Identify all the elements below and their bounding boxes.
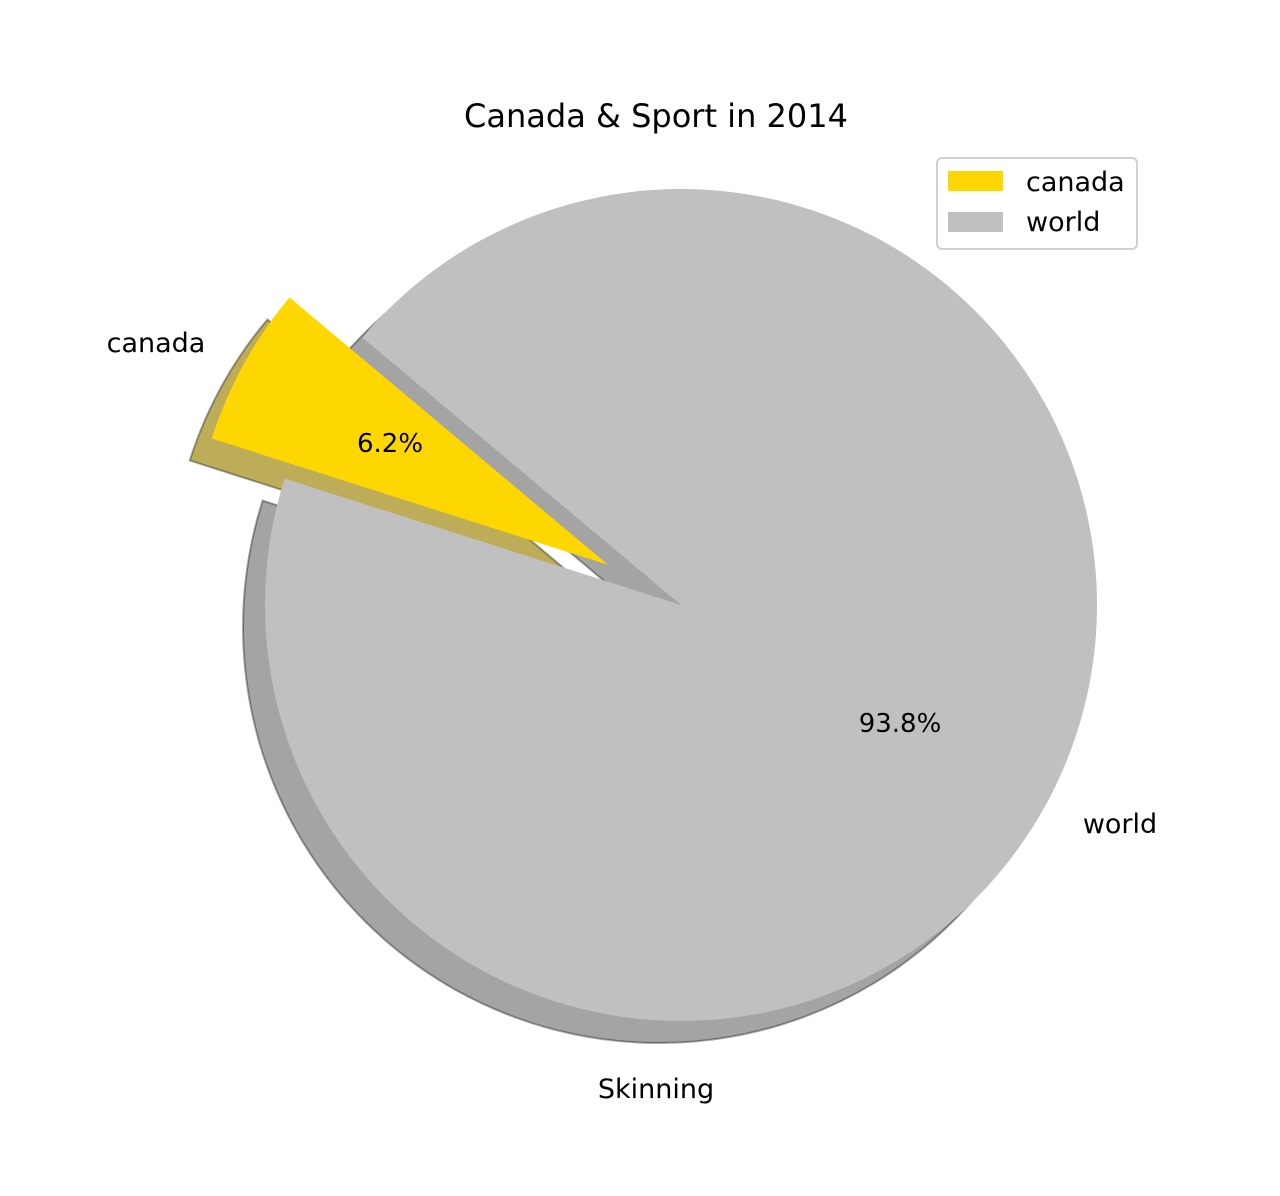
pie-slice-world: [265, 188, 1098, 1022]
pie-slice-canada: [211, 297, 609, 565]
slice-percent-world: 93.8%: [859, 709, 942, 739]
legend-swatch-world: [948, 212, 1003, 232]
legend-label-world: world: [1026, 207, 1100, 238]
legend: canada world: [936, 157, 1138, 250]
slice-percent-canada: 6.2%: [357, 429, 423, 459]
slice-label-canada: canada: [107, 328, 206, 359]
pie-slices: [211, 188, 1098, 1022]
slice-label-world: world: [1083, 809, 1157, 840]
x-axis-label: Skinning: [598, 1074, 714, 1105]
chart-title: Canada & Sport in 2014: [464, 97, 848, 135]
legend-swatch-canada: [948, 171, 1003, 191]
legend-label-canada: canada: [1026, 167, 1125, 198]
